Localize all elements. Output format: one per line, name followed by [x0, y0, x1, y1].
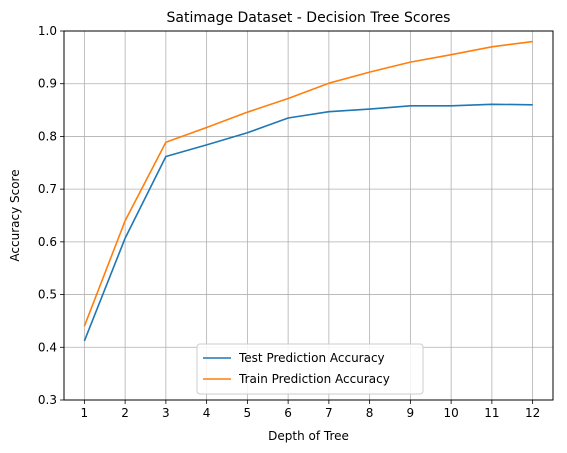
legend-entry: Train Prediction Accuracy [238, 372, 390, 386]
legend-box [196, 343, 424, 395]
y-tick-label: 0.9 [38, 77, 57, 91]
x-tick-label: 8 [366, 406, 374, 420]
y-tick-label: 0.4 [38, 340, 57, 354]
x-tick-label: 7 [325, 406, 333, 420]
chart-title: Satimage Dataset - Decision Tree Scores [167, 10, 451, 26]
x-tick-label: 11 [484, 406, 499, 420]
x-tick-label: 12 [525, 406, 540, 420]
x-tick-label: 5 [244, 406, 252, 420]
series-line-train [83, 40, 533, 327]
y-axis: 0.3 0.4 0.5 0.6 0.7 0.8 0.9 1.0 [38, 24, 64, 407]
x-tick-label: 2 [121, 406, 129, 420]
y-axis-label: Accuracy Score [8, 169, 22, 261]
x-axis-label: Depth of Tree [268, 429, 349, 443]
x-tick-label: 3 [162, 406, 170, 420]
plot-frame [63, 30, 554, 401]
x-tick-label: 10 [443, 406, 458, 420]
x-tick-label: 6 [284, 406, 292, 420]
x-tick-label: 9 [407, 406, 415, 420]
series-line-test [83, 103, 533, 342]
y-tick-label: 0.8 [38, 129, 57, 143]
y-tick-label: 0.6 [38, 235, 57, 249]
y-tick-label: 0.3 [38, 393, 57, 407]
legend: Test Prediction Accuracy Train Prediction… [196, 343, 424, 395]
y-tick-label: 1.0 [38, 24, 57, 38]
series-layer [83, 40, 533, 342]
x-tick-label: 1 [81, 406, 89, 420]
legend-entry: Test Prediction Accuracy [238, 351, 385, 365]
x-axis: 1 2 3 4 5 6 7 8 9 10 11 12 [81, 400, 540, 420]
y-tick-label: 0.7 [38, 182, 57, 196]
y-tick-label: 0.5 [38, 288, 57, 302]
x-tick-label: 4 [203, 406, 211, 420]
